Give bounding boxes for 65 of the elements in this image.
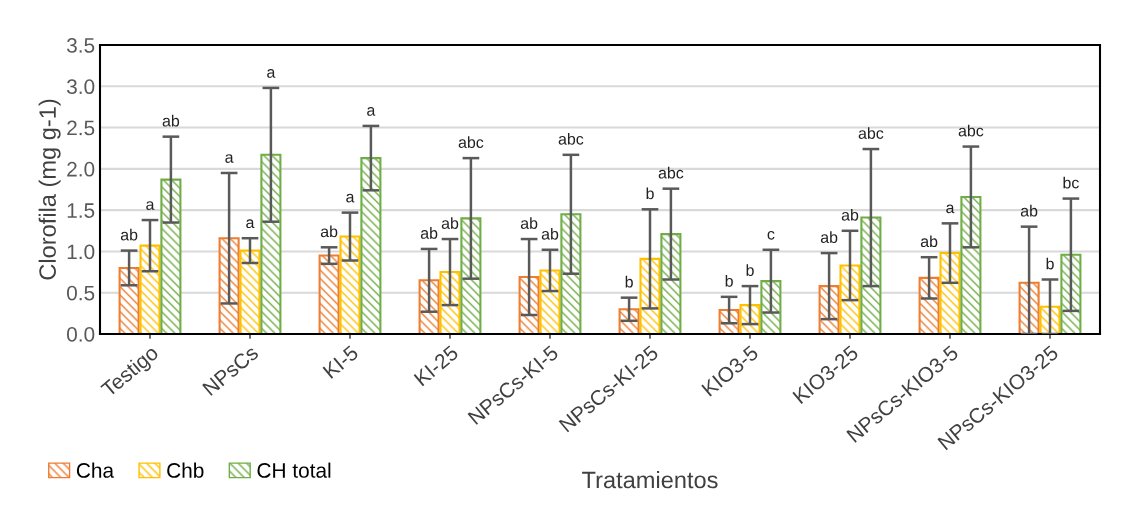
bar [860, 216, 882, 334]
bar [460, 217, 482, 334]
bar [918, 276, 940, 334]
bar [439, 271, 461, 334]
annotation: a [946, 204, 955, 214]
y-tick-label: 0.0 [66, 327, 95, 342]
bar [339, 235, 361, 334]
y-tick-label: 3.5 [66, 38, 95, 53]
bar [139, 244, 161, 334]
annotation: ab [162, 114, 180, 127]
y-tick-label: 3.0 [66, 79, 95, 95]
bar [118, 266, 140, 334]
annotation: ab [841, 208, 859, 221]
annotation: ab [920, 235, 938, 248]
annotation: b [725, 275, 733, 287]
y-tick-label: 1.0 [67, 244, 95, 260]
annotation: a [346, 193, 355, 203]
bar [539, 269, 561, 334]
annotation: a [367, 107, 376, 116]
bar [1060, 253, 1082, 334]
y-tick-label: 2.5 [67, 120, 95, 136]
annotation: b [646, 187, 654, 200]
x-axis-title: Tratamientos [582, 470, 718, 489]
annotation: ab [1020, 204, 1038, 217]
y-tick-label: 2.0 [67, 161, 95, 177]
bar [839, 264, 861, 334]
annotation: abc [458, 136, 484, 149]
legend-label: CH total [257, 462, 331, 478]
annotation: c [767, 230, 775, 240]
bar [318, 254, 340, 334]
annotation: b [625, 275, 633, 288]
bar [960, 195, 982, 334]
bar [639, 257, 661, 334]
annotation: abc [658, 166, 684, 179]
bar [660, 233, 682, 334]
bar [160, 178, 182, 334]
bar [939, 252, 961, 334]
annotation: a [267, 69, 276, 78]
y-tick-label: 0.5 [66, 285, 95, 301]
legend-label: Cha [76, 462, 115, 478]
annotation: a [146, 201, 155, 210]
bar [360, 157, 382, 334]
annotation: ab [120, 228, 138, 241]
bar [218, 237, 240, 334]
bar [239, 249, 261, 334]
annotation: b [1046, 257, 1054, 270]
annotation: ab [420, 227, 438, 239]
annotation: a [246, 219, 255, 229]
annotation: ab [541, 227, 559, 240]
bar [260, 153, 282, 334]
y-axis-title: Clorofila (mg g-1) [38, 99, 61, 280]
x-tick-label: KI-5 [322, 344, 360, 379]
y-tick-label: 1.5 [67, 203, 95, 218]
annotation: a [225, 154, 234, 163]
annotation: ab [820, 231, 838, 243]
annotation: b [746, 264, 754, 277]
legend-label: Chb [167, 462, 204, 478]
annotation: ab [320, 225, 338, 238]
bar [560, 213, 582, 334]
annotation: ab [441, 217, 459, 229]
annotation: abc [958, 124, 984, 137]
annotation: ab [520, 217, 538, 229]
annotation: abc [858, 127, 884, 139]
annotation: abc [558, 132, 584, 145]
annotation: bc [1063, 176, 1079, 189]
